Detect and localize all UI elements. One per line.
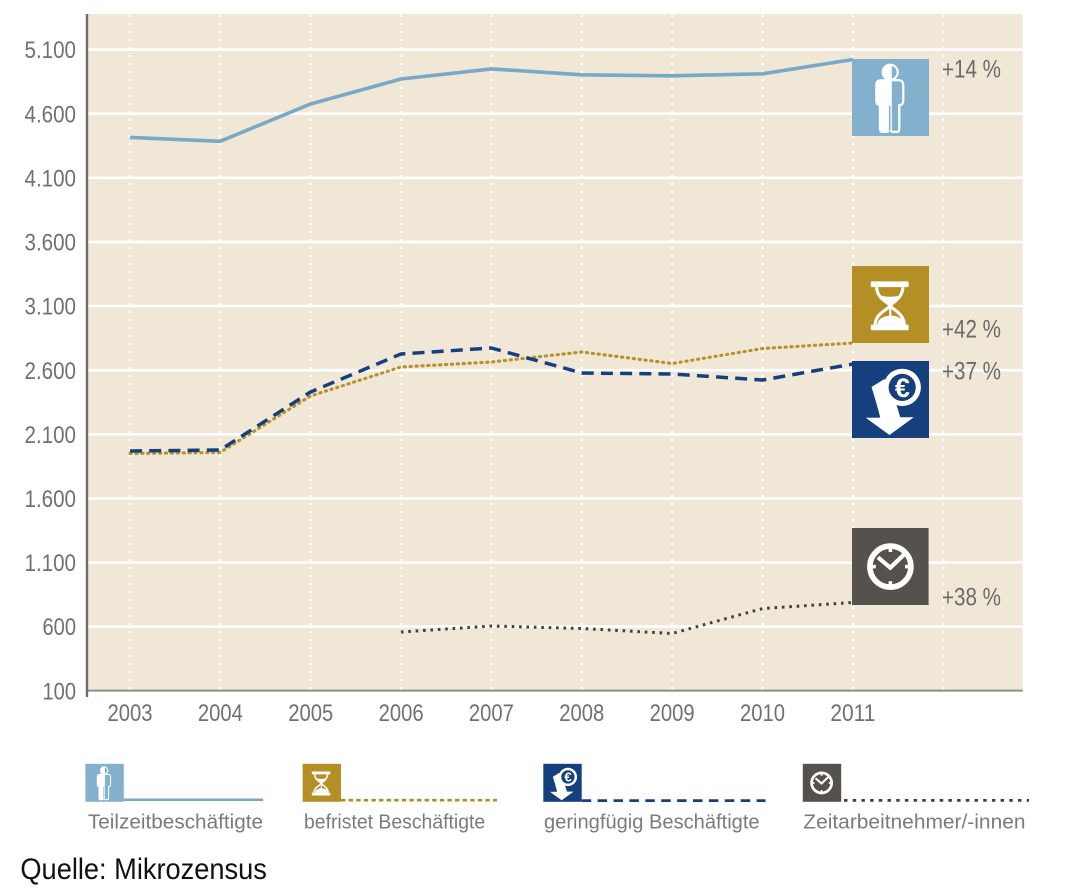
svg-text:100: 100: [43, 678, 77, 705]
svg-text:2005: 2005: [288, 700, 333, 727]
svg-text:befristet Beschäftigte: befristet Beschäftigte: [304, 812, 485, 834]
svg-text:2.100: 2.100: [25, 422, 77, 449]
svg-text:Zeitarbeitnehmer/-innen: Zeitarbeitnehmer/-innen: [803, 812, 1025, 834]
svg-text:5.100: 5.100: [25, 37, 77, 64]
svg-text:4.100: 4.100: [25, 165, 77, 192]
svg-text:2007: 2007: [469, 700, 514, 727]
svg-text:2011: 2011: [830, 700, 875, 727]
svg-text:2004: 2004: [198, 700, 243, 727]
svg-text:2009: 2009: [650, 700, 695, 727]
svg-text:3.600: 3.600: [25, 230, 77, 257]
svg-text:+38 %: +38 %: [942, 584, 1001, 612]
svg-text:3.100: 3.100: [25, 294, 77, 321]
svg-text:2003: 2003: [108, 700, 153, 727]
svg-text:Quelle: Mikrozensus: Quelle: Mikrozensus: [20, 853, 267, 886]
svg-text:+42 %: +42 %: [942, 316, 1001, 344]
svg-text:2.600: 2.600: [25, 358, 77, 385]
svg-text:2010: 2010: [740, 700, 785, 727]
svg-text:1.100: 1.100: [25, 550, 77, 577]
svg-text:2006: 2006: [379, 700, 424, 727]
svg-text:geringfügig Beschäftigte: geringfügig Beschäftigte: [544, 812, 760, 834]
svg-text:1.600: 1.600: [25, 486, 77, 513]
svg-text:+37 %: +37 %: [942, 358, 1001, 386]
svg-text:4.600: 4.600: [25, 101, 77, 128]
svg-text:Teilzeitbeschäftigte: Teilzeitbeschäftigte: [88, 812, 263, 834]
svg-text:2008: 2008: [559, 700, 604, 727]
svg-text:600: 600: [43, 614, 77, 641]
svg-text:+14 %: +14 %: [942, 56, 1001, 84]
